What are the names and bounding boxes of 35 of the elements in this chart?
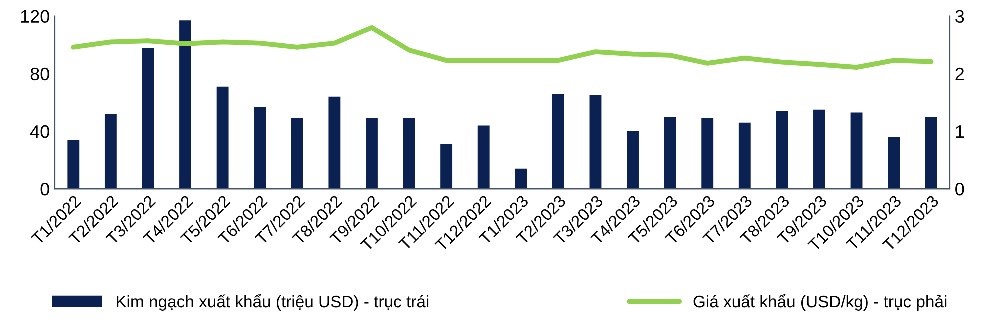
bar [814, 110, 826, 190]
bar [664, 117, 676, 190]
bar [738, 122, 751, 190]
y2-tick-label: 2 [956, 68, 964, 80]
bar [552, 94, 564, 190]
bar [68, 140, 80, 190]
bar [403, 118, 416, 190]
bar [366, 118, 378, 190]
y2-tick-label: 0 [956, 183, 964, 196]
bar [776, 111, 788, 190]
bar [515, 168, 528, 190]
bar [440, 144, 453, 190]
legend-label: Kim ngạch xuất khẩu (triệu USD) - trục trái [117, 294, 429, 311]
y-tick-label: 0 [40, 183, 50, 196]
bar [216, 86, 229, 190]
bar [850, 112, 863, 190]
bar [254, 107, 266, 190]
y-tick-label: 40 [30, 125, 50, 138]
bar [888, 137, 900, 190]
bar [627, 131, 639, 190]
bar [478, 126, 490, 190]
bar [291, 118, 304, 190]
bar [590, 95, 602, 190]
y-tick-label: 80 [30, 68, 50, 81]
bar [104, 114, 117, 190]
bar [702, 118, 714, 190]
y2-tick-label: 3 [956, 10, 964, 24]
legend-label: Giá xuất khẩu (USD/kg) - trục phải [694, 294, 947, 311]
line-series [71, 25, 934, 70]
bar [328, 96, 341, 190]
bar [142, 48, 154, 190]
bar [925, 117, 938, 190]
y2-tick-label: 1 [956, 126, 964, 138]
y-tick-label: 120 [21, 10, 50, 24]
bar [180, 20, 192, 190]
